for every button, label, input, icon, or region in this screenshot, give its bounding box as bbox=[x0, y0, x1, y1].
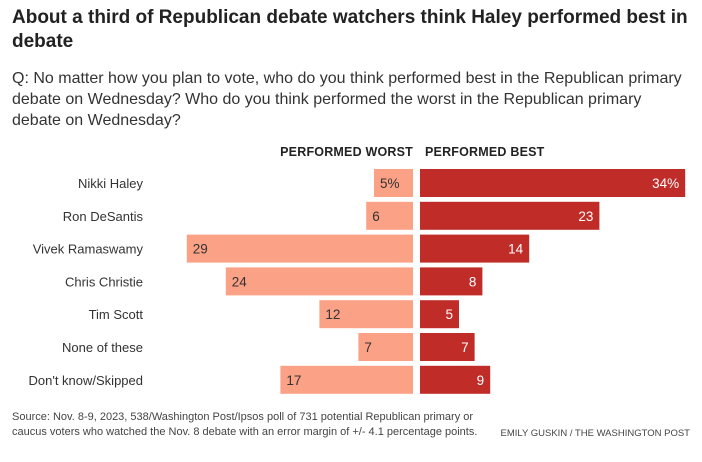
worst-bar bbox=[225, 267, 413, 296]
best-bar bbox=[420, 169, 686, 197]
best-value-label: 5 bbox=[445, 307, 453, 322]
best-value-label: 23 bbox=[578, 209, 593, 224]
worst-bar bbox=[366, 201, 413, 230]
worst-bar bbox=[319, 300, 413, 329]
worst-value-label: 17 bbox=[286, 373, 301, 388]
worst-value-label: 24 bbox=[232, 274, 248, 289]
credit: EMILY GUSKIN / THE WASHINGTON POST bbox=[500, 428, 690, 439]
category-label: Ron DeSantis bbox=[63, 209, 144, 224]
best-bar bbox=[420, 300, 459, 329]
best-bar bbox=[420, 201, 600, 230]
category-label: None of these bbox=[62, 340, 143, 355]
best-value-label: 14 bbox=[508, 242, 524, 257]
worst-bar bbox=[358, 333, 413, 361]
best-value-label: 8 bbox=[469, 274, 477, 289]
category-label: Nikki Haley bbox=[78, 176, 144, 191]
best-value-label: 9 bbox=[477, 373, 485, 388]
category-label: Don't know/Skipped bbox=[29, 373, 144, 388]
best-bar bbox=[420, 234, 530, 263]
category-label: Vivek Ramaswamy bbox=[33, 242, 144, 257]
best-bar bbox=[420, 365, 491, 394]
bar-chart: Nikki Haley 5% 34% Ron DeSantis 6 23 Vivek Ram… bbox=[29, 169, 686, 394]
chart-title: About a third of Republican debate watch… bbox=[12, 7, 688, 52]
worst-value-label: 7 bbox=[364, 340, 372, 355]
worst-bar bbox=[186, 234, 413, 263]
best-bar bbox=[420, 333, 475, 361]
worst-value-label: 5% bbox=[380, 176, 400, 191]
category-label: Chris Christie bbox=[65, 274, 143, 289]
chart-subtitle: Q: No matter how you plan to vote, who d… bbox=[12, 70, 682, 129]
best-value-label: 34% bbox=[652, 176, 679, 191]
best-value-label: 7 bbox=[461, 340, 469, 355]
worst-bar bbox=[374, 169, 413, 197]
worst-value-label: 29 bbox=[193, 242, 208, 257]
best-header: PERFORMED BEST bbox=[425, 145, 545, 159]
worst-value-label: 6 bbox=[372, 209, 380, 224]
worst-value-label: 12 bbox=[325, 307, 340, 322]
category-label: Tim Scott bbox=[89, 307, 144, 322]
source-note: Source: Nov. 8-9, 2023, 538/Washington P… bbox=[12, 411, 478, 438]
worst-bar bbox=[280, 365, 413, 394]
best-bar bbox=[420, 267, 483, 296]
worst-header: PERFORMED WORST bbox=[280, 145, 413, 159]
